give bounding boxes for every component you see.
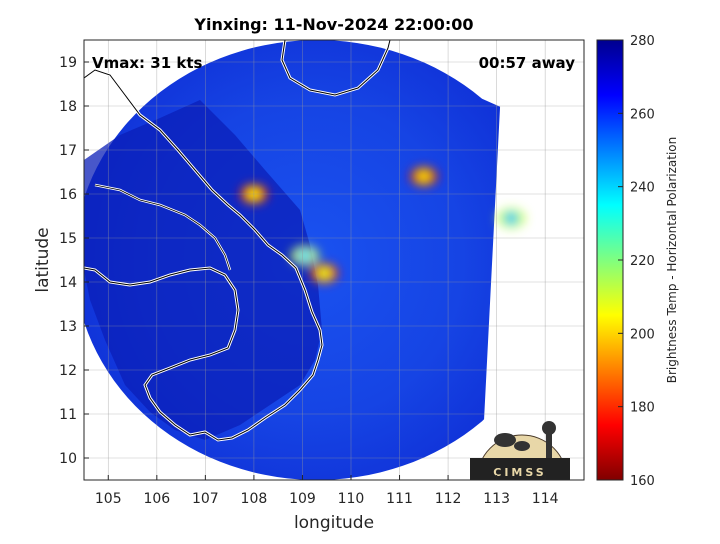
- y-tick-label: 11: [59, 407, 77, 423]
- y-tick-label: 19: [59, 55, 77, 71]
- y-tick-label: 10: [59, 451, 77, 467]
- storm-cell: [297, 249, 312, 262]
- x-tick-labels: 105 106 107 108 109 110 111 112 113 114: [95, 475, 559, 507]
- storm-cells: [239, 166, 526, 284]
- y-tick-labels: 10 11 12 13 14 15 16 17 18 19: [59, 55, 89, 467]
- coastline: [84, 69, 323, 441]
- colorbar-tick-label: 280: [630, 34, 655, 49]
- y-tick-label: 12: [59, 363, 77, 379]
- colorbar-tick-label: 200: [630, 327, 655, 342]
- x-tick-label: 111: [386, 491, 413, 507]
- x-tick-label: 110: [338, 491, 365, 507]
- storm-cell: [317, 267, 332, 280]
- cimss-logo: CIMSS: [470, 421, 570, 480]
- x-tick-label: 109: [289, 491, 316, 507]
- hainan-coast: [281, 40, 391, 96]
- plot-frame: [83, 39, 585, 481]
- x-tick-label: 112: [435, 491, 462, 507]
- x-tick-label: 114: [532, 491, 559, 507]
- logo-text: CIMSS: [493, 466, 546, 479]
- colorbar-ticks: 160 180 200 220 240 260 280: [618, 34, 655, 489]
- storm-cell: [504, 212, 519, 225]
- x-tick-label: 106: [143, 491, 170, 507]
- y-tick-label: 18: [59, 99, 77, 115]
- gridlines: [84, 40, 584, 480]
- storm-cell: [416, 170, 431, 183]
- y-tick-label: 17: [59, 143, 77, 159]
- x-tick-label: 113: [483, 491, 510, 507]
- x-axis-label: longitude: [294, 513, 374, 533]
- x-tick-label: 108: [241, 491, 268, 507]
- y-axis-label: latitude: [33, 227, 53, 292]
- border-line-inner: [94, 184, 231, 271]
- time-offset-annotation: 00:57 away: [479, 54, 576, 72]
- x-tick-label: 105: [95, 491, 122, 507]
- chart-title: Yinxing: 11-Nov-2024 22:00:00: [193, 15, 473, 34]
- x-tick-label: 107: [192, 491, 219, 507]
- vmax-annotation: Vmax: 31 kts: [92, 54, 202, 72]
- colorbar-tick-label: 180: [630, 401, 655, 416]
- colorbar-tick-label: 220: [630, 254, 655, 269]
- y-tick-label: 13: [59, 319, 77, 335]
- y-tick-label: 16: [59, 187, 77, 203]
- colorbar-tick-label: 160: [630, 474, 655, 489]
- colorbar-tick-label: 240: [630, 181, 655, 196]
- colorbar-label: Brightness Temp - Horizontal Polarizatio…: [665, 137, 679, 384]
- colorbar-tick-label: 260: [630, 107, 655, 122]
- y-tick-label: 15: [59, 231, 77, 247]
- y-tick-label: 14: [59, 275, 77, 291]
